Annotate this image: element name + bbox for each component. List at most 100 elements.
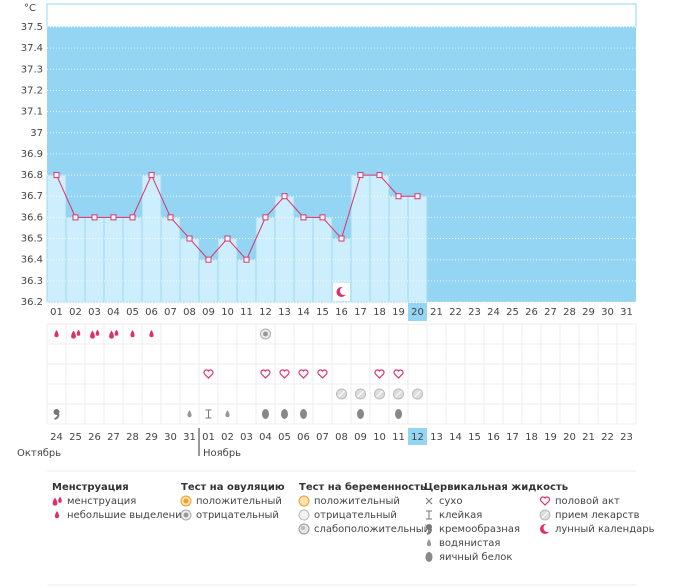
bar — [179, 238, 200, 303]
bar — [274, 195, 295, 303]
temperature-line — [56, 173, 418, 261]
point — [243, 256, 250, 263]
creamy-tail — [426, 528, 432, 535]
date-label: 18 — [525, 432, 538, 443]
symbol — [336, 388, 347, 400]
date-label: 07 — [316, 432, 329, 443]
symbol — [539, 509, 551, 521]
pill-line — [376, 390, 383, 398]
date-label: 16 — [487, 432, 500, 443]
y-tick-label: 36.9 — [21, 149, 43, 160]
x-tick-label: 29 — [582, 307, 595, 318]
x-tick-label: 07 — [164, 307, 177, 318]
moon-cut — [543, 524, 552, 532]
symbol — [539, 496, 551, 506]
dry — [425, 497, 433, 505]
date-label: 25 — [69, 432, 82, 443]
symbol — [149, 330, 154, 338]
date-label: 26 — [88, 432, 101, 443]
drop — [76, 329, 81, 336]
y-tick-label: 37.1 — [21, 107, 43, 118]
point — [148, 172, 155, 179]
symbol — [540, 524, 552, 534]
creamy-tail — [54, 413, 60, 420]
symbol — [395, 409, 402, 419]
x-tick-label: 31 — [620, 307, 633, 318]
x-tick-label: 23 — [468, 307, 481, 318]
date-label: 27 — [107, 432, 120, 443]
ovu-c — [263, 331, 268, 337]
x-tick-label: 05 — [126, 307, 139, 318]
symbol — [260, 328, 271, 340]
date-label: 12 — [411, 432, 424, 443]
drop — [58, 496, 62, 503]
pill-line — [541, 511, 549, 519]
symbol — [374, 388, 385, 400]
bar — [388, 195, 409, 303]
symbol — [412, 388, 423, 400]
x-tick-label: 03 — [88, 307, 101, 318]
x-tick-label: 09 — [202, 307, 215, 318]
legend-title: Тест на овуляцию — [181, 482, 285, 493]
x-tick-label: 18 — [373, 307, 386, 318]
symbol — [425, 497, 433, 505]
date-label: 08 — [335, 432, 348, 443]
x-tick-label: 27 — [544, 307, 557, 318]
point — [167, 214, 174, 221]
date-label: 28 — [126, 432, 139, 443]
date-label: 05 — [278, 432, 291, 443]
y-tick-label: 36.8 — [21, 170, 43, 181]
symbol — [52, 496, 62, 506]
symbol — [109, 329, 119, 339]
symbol — [298, 509, 310, 521]
legend-label: отрицательный — [314, 510, 397, 521]
symbol — [180, 495, 192, 507]
drop — [149, 330, 154, 338]
y-tick-label: 36.7 — [21, 191, 43, 202]
heart — [539, 496, 551, 506]
preg — [298, 495, 310, 507]
ovu-c — [183, 512, 189, 518]
x-tick-label: 30 — [601, 307, 614, 318]
point — [129, 214, 136, 221]
date-label: 09 — [354, 432, 367, 443]
eggwhite — [262, 409, 269, 419]
creamy — [426, 524, 432, 530]
symbol — [298, 523, 310, 535]
y-unit: °C — [24, 3, 36, 14]
symbol — [393, 388, 404, 400]
date-label: 02 — [221, 432, 234, 443]
x-tick-label: 11 — [240, 307, 253, 318]
date-label: 30 — [164, 432, 177, 443]
date-label: 29 — [145, 432, 158, 443]
symbol — [187, 410, 192, 418]
heart — [279, 369, 290, 379]
heart — [317, 369, 328, 379]
date-label: 24 — [50, 432, 63, 443]
x-tick-label: 25 — [506, 307, 519, 318]
point — [357, 172, 364, 179]
drop — [187, 410, 192, 418]
preg-c — [301, 526, 305, 530]
eggwhite — [395, 409, 402, 419]
legend-label: прием лекарств — [555, 510, 640, 521]
legend-label: кремообразная — [439, 524, 520, 535]
point — [91, 214, 98, 221]
symbol — [374, 369, 385, 379]
y-tick-label: 36.3 — [21, 276, 43, 287]
point — [319, 214, 326, 221]
symbol — [426, 539, 432, 547]
preg — [298, 509, 310, 521]
date-label: 03 — [240, 432, 253, 443]
x-tick-label: 08 — [183, 307, 196, 318]
eggwhite — [281, 409, 288, 419]
symbol — [71, 329, 81, 339]
symbol — [298, 369, 309, 379]
bar — [407, 195, 428, 303]
legend-title: Тест на беременность — [299, 481, 426, 493]
pill-line — [414, 390, 421, 398]
x-tick-label: 16 — [335, 307, 348, 318]
symbol — [426, 510, 432, 520]
y-tick-label: 37.4 — [21, 43, 43, 54]
sticky — [205, 409, 212, 419]
